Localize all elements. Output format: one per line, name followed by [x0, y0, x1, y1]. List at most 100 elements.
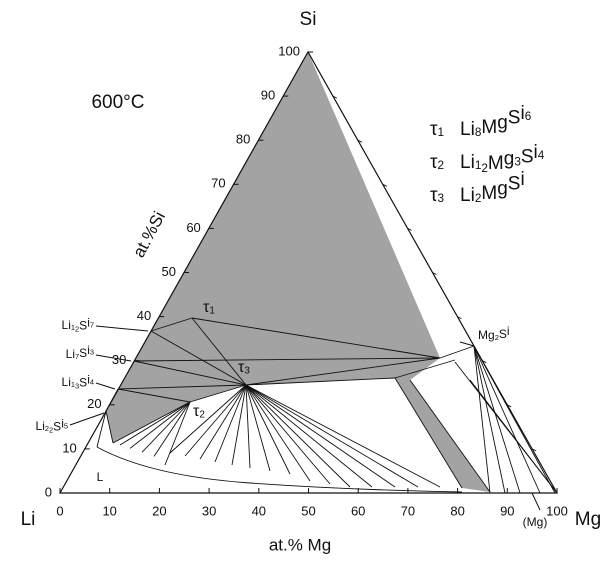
tie-line	[245, 384, 441, 488]
tie-line	[394, 377, 463, 489]
phase-label: (Mg)	[523, 515, 548, 529]
x-tick-label: 50	[301, 503, 315, 518]
tie-line	[409, 379, 491, 493]
arrow	[531, 492, 541, 511]
arrow	[69, 412, 105, 426]
arrow	[459, 341, 475, 347]
temperature-title: 600°C	[91, 92, 144, 113]
phase-label: Mg2Si	[478, 324, 510, 342]
tie-line	[394, 359, 456, 379]
tie-line	[245, 384, 291, 475]
phase-label: Li7Si3	[66, 343, 94, 361]
y-tick-label: 20	[87, 396, 101, 411]
y-tick-label: 80	[236, 132, 250, 147]
tie-line	[96, 410, 107, 448]
y-tick-label: 30	[112, 352, 126, 367]
tie-line	[133, 360, 247, 386]
tie-line	[164, 401, 191, 466]
x-tick-label: 30	[202, 503, 216, 518]
left-axis-title: at.%Si	[129, 208, 169, 260]
x-tick-label: 100	[546, 503, 568, 518]
tie-line	[245, 384, 271, 472]
phase-label: Li12Si7	[62, 316, 94, 334]
vertex-label: Mg	[575, 509, 601, 530]
regions	[106, 52, 490, 492]
arrow	[95, 382, 116, 390]
tie-line	[245, 384, 251, 469]
phase-label: Li22Si5	[36, 417, 68, 435]
y-tick-label: 40	[137, 308, 151, 323]
tie-line	[119, 401, 191, 446]
y-tick-label: 10	[62, 440, 76, 455]
phase-label: L	[97, 470, 104, 484]
legend-formula: Li12Mg3Si4	[460, 142, 545, 175]
tie-line	[473, 345, 521, 494]
legend-formula: Li8MgSi6	[460, 103, 532, 140]
tie-line	[473, 345, 491, 494]
liquidus	[96, 446, 463, 493]
vertex-label: Si	[300, 9, 317, 30]
tie-line	[150, 330, 247, 386]
tie-line	[191, 317, 247, 386]
x-tick-label: 90	[500, 503, 514, 518]
y-tick-label: 90	[261, 88, 275, 103]
legend-symbol: τ3	[430, 185, 445, 206]
tie-line	[117, 384, 247, 390]
tie-line	[245, 384, 373, 488]
tie-line	[245, 384, 351, 488]
tie-line	[141, 401, 191, 453]
tie-line	[469, 379, 558, 494]
x-tick-label: 40	[252, 503, 266, 518]
tie-line	[133, 357, 441, 362]
tie-line	[169, 384, 247, 454]
tie-line	[150, 317, 193, 332]
tie-line	[184, 384, 247, 457]
tie-line	[105, 410, 114, 444]
tie-line	[245, 377, 396, 386]
y-tick-label: 50	[162, 264, 176, 279]
fan-region	[113, 402, 190, 465]
x-tick-label: 60	[351, 503, 365, 518]
x-tick-label: 20	[152, 503, 166, 518]
tie-line	[473, 345, 541, 494]
tie-line	[245, 384, 396, 488]
y-tick-label: 0	[45, 484, 52, 499]
legend-symbol: τ1	[430, 119, 444, 140]
legend-symbol: τ2	[430, 152, 444, 173]
tie-line	[245, 384, 331, 485]
x-axis-title: at.% Mg	[269, 535, 331, 554]
tie-line	[129, 401, 191, 449]
phase-label: Li13Si4	[62, 373, 94, 391]
phase-label: τ1	[203, 299, 215, 316]
x-tick-label: 10	[102, 503, 116, 518]
fan-region	[168, 378, 455, 491]
tie-line	[189, 384, 247, 403]
y-tick-label: 70	[211, 176, 225, 191]
tie-line	[191, 317, 441, 359]
vertex-label: Li	[21, 509, 36, 530]
tie-line	[439, 345, 475, 359]
tie-line	[473, 345, 506, 494]
tie-line	[117, 388, 191, 403]
x-tick-label: 70	[401, 503, 415, 518]
two-phase-region	[106, 52, 490, 492]
tie-line	[231, 384, 247, 466]
tie-line	[245, 384, 419, 488]
arrows	[69, 325, 541, 511]
y-tick-label: 60	[186, 220, 200, 235]
legend-formula: Li2MgSi	[460, 169, 525, 206]
tie-line	[214, 384, 247, 463]
x-tick-label: 80	[450, 503, 464, 518]
phase-label: τ2	[193, 403, 205, 420]
tie-line	[245, 384, 311, 482]
y-tick-label: 100	[278, 43, 300, 58]
tie-line	[112, 401, 191, 444]
x-tick-label: 0	[56, 503, 63, 518]
tie-line	[245, 357, 441, 386]
arrow	[95, 354, 132, 362]
tie-line	[199, 384, 247, 460]
phase-label: τ3	[238, 359, 250, 376]
arrow	[95, 325, 149, 332]
tie-line	[153, 401, 191, 457]
